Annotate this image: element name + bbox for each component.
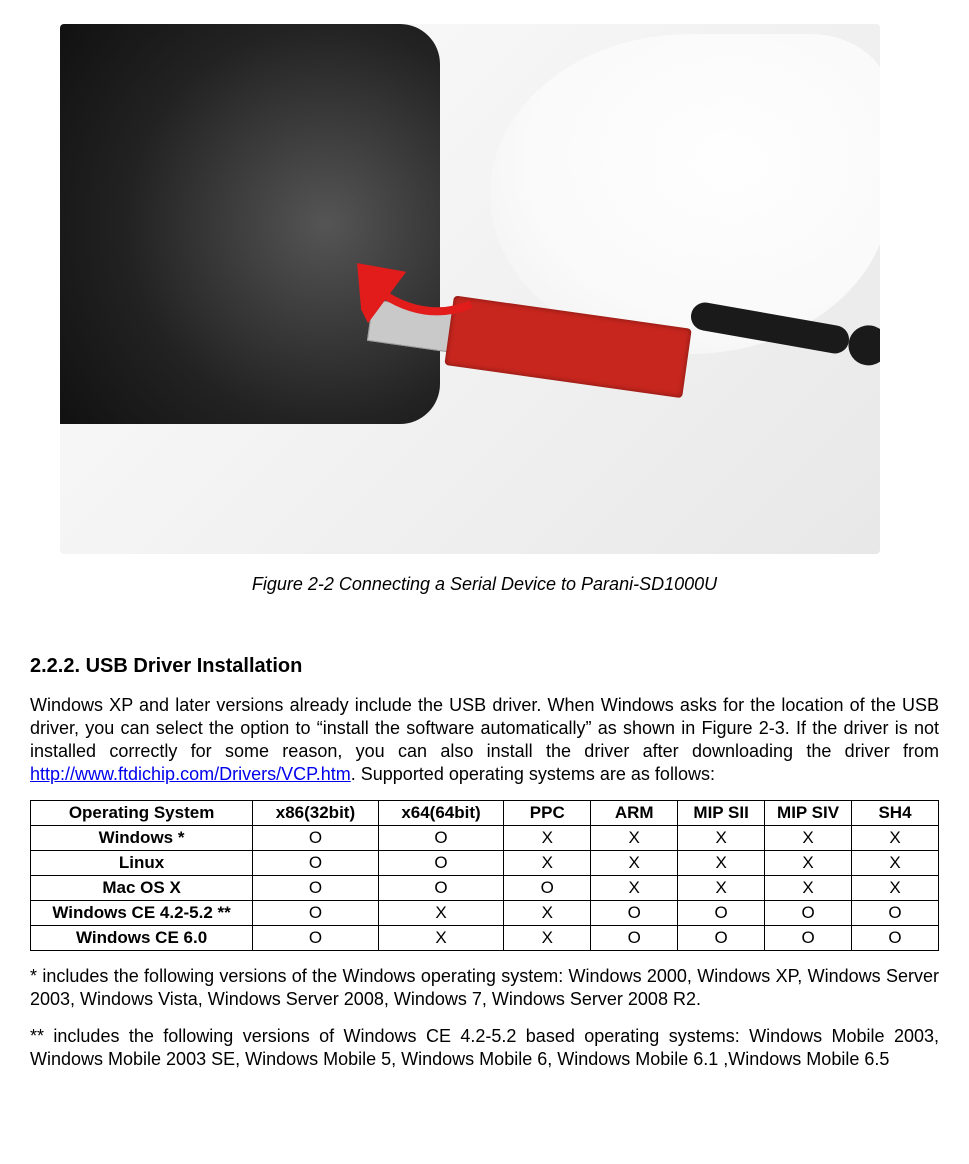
footnote-2: ** includes the following versions of Wi… — [30, 1025, 939, 1071]
table-cell: O — [591, 901, 678, 926]
table-cell: X — [765, 876, 852, 901]
footnote-1: * includes the following versions of the… — [30, 965, 939, 1011]
table-header-cell: ARM — [591, 801, 678, 826]
table-cell: X — [591, 876, 678, 901]
table-row-label: Mac OS X — [31, 876, 253, 901]
table-cell: X — [765, 826, 852, 851]
table-cell: X — [678, 876, 765, 901]
table-cell: O — [765, 926, 852, 951]
table-cell: O — [253, 876, 379, 901]
table-row: Windows *OOXXXXX — [31, 826, 939, 851]
driver-download-link[interactable]: http://www.ftdichip.com/Drivers/VCP.htm — [30, 764, 351, 784]
table-row: Mac OS XOOOXXXX — [31, 876, 939, 901]
table-cell: O — [378, 876, 504, 901]
table-header-cell: MIP SII — [678, 801, 765, 826]
table-cell: O — [253, 851, 379, 876]
table-cell: X — [852, 826, 939, 851]
antenna-tip — [845, 322, 880, 368]
table-header-row: Operating System x86(32bit) x64(64bit) P… — [31, 801, 939, 826]
table-cell: O — [253, 901, 379, 926]
figure-container — [30, 24, 939, 564]
table-cell: O — [591, 926, 678, 951]
table-header-cell: MIP SIV — [765, 801, 852, 826]
table-header-cell: Operating System — [31, 801, 253, 826]
table-cell: X — [504, 826, 591, 851]
figure-photo — [60, 24, 880, 554]
table-header-cell: x64(64bit) — [378, 801, 504, 826]
table-cell: O — [504, 876, 591, 901]
table-cell: O — [678, 926, 765, 951]
table-cell: X — [504, 851, 591, 876]
table-cell: X — [678, 851, 765, 876]
table-cell: O — [852, 926, 939, 951]
table-cell: O — [253, 926, 379, 951]
table-cell: X — [591, 826, 678, 851]
table-row: Windows CE 6.0OXXOOOO — [31, 926, 939, 951]
table-cell: O — [678, 901, 765, 926]
table-row-label: Windows CE 6.0 — [31, 926, 253, 951]
table-row: Windows CE 4.2-5.2 **OXXOOOO — [31, 901, 939, 926]
table-header-cell: PPC — [504, 801, 591, 826]
para-text-before-link: Windows XP and later versions already in… — [30, 695, 939, 761]
table-cell: X — [504, 901, 591, 926]
table-row: LinuxOOXXXXX — [31, 851, 939, 876]
table-row-label: Linux — [31, 851, 253, 876]
table-cell: X — [765, 851, 852, 876]
table-cell: X — [378, 926, 504, 951]
intro-paragraph: Windows XP and later versions already in… — [30, 694, 939, 786]
table-cell: X — [852, 851, 939, 876]
table-cell: X — [591, 851, 678, 876]
table-row-label: Windows CE 4.2-5.2 ** — [31, 901, 253, 926]
para-text-after-link: . Supported operating systems are as fol… — [351, 764, 715, 784]
insert-arrow-icon — [357, 249, 484, 339]
table-cell: O — [852, 901, 939, 926]
table-cell: O — [378, 826, 504, 851]
table-cell: O — [253, 826, 379, 851]
table-row-label: Windows * — [31, 826, 253, 851]
table-cell: X — [852, 876, 939, 901]
table-cell: X — [504, 926, 591, 951]
os-support-table: Operating System x86(32bit) x64(64bit) P… — [30, 800, 939, 951]
figure-caption: Figure 2-2 Connecting a Serial Device to… — [30, 574, 939, 595]
table-cell: O — [378, 851, 504, 876]
table-cell: O — [765, 901, 852, 926]
table-cell: X — [378, 901, 504, 926]
section-heading: 2.2.2. USB Driver Installation — [30, 655, 939, 678]
table-header-cell: SH4 — [852, 801, 939, 826]
table-cell: X — [678, 826, 765, 851]
table-header-cell: x86(32bit) — [253, 801, 379, 826]
